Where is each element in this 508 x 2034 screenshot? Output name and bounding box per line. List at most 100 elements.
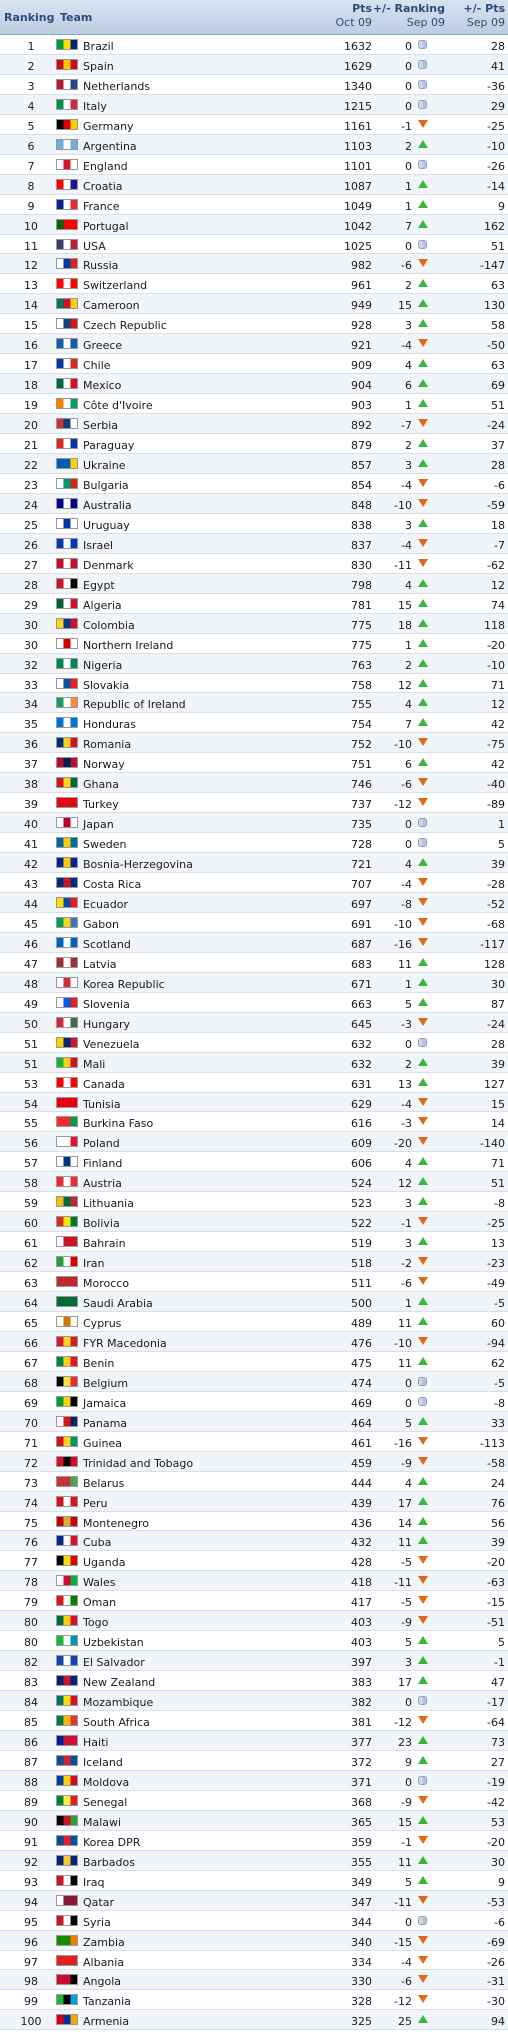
team-link[interactable]: Uruguay	[83, 518, 130, 532]
team-link[interactable]: Jamaica	[83, 1396, 127, 1410]
team-link[interactable]: Czech Republic	[83, 319, 167, 333]
team-link[interactable]: Russia	[83, 259, 119, 273]
team-link[interactable]: Honduras	[83, 718, 136, 732]
team-link[interactable]: Bulgaria	[83, 478, 129, 492]
team-link[interactable]: Egypt	[83, 578, 115, 592]
team-link[interactable]: South Africa	[83, 1716, 150, 1730]
team-link[interactable]: Senegal	[83, 1795, 128, 1809]
team-link[interactable]: Benin	[83, 1356, 115, 1370]
team-link[interactable]: Korea DPR	[83, 1835, 141, 1849]
team-link[interactable]: Bosnia-Herzegovina	[83, 858, 193, 872]
team-link[interactable]: Chile	[83, 359, 111, 373]
team-link[interactable]: Malawi	[83, 1815, 122, 1829]
team-link[interactable]: Tanzania	[83, 1995, 131, 2009]
team-link[interactable]: England	[83, 159, 128, 173]
team-link[interactable]: Ghana	[83, 778, 119, 792]
team-link[interactable]: New Zealand	[83, 1676, 156, 1690]
team-link[interactable]: Bolivia	[83, 1217, 120, 1231]
team-link[interactable]: France	[83, 199, 120, 213]
team-link[interactable]: Canada	[83, 1077, 125, 1091]
team-link[interactable]: Uzbekistan	[83, 1636, 144, 1650]
team-link[interactable]: Oman	[83, 1596, 117, 1610]
team-link[interactable]: Italy	[83, 99, 107, 113]
team-link[interactable]: Paraguay	[83, 439, 135, 453]
team-link[interactable]: Syria	[83, 1915, 111, 1929]
team-link[interactable]: Montenegro	[83, 1516, 150, 1530]
team-link[interactable]: Slovenia	[83, 997, 130, 1011]
team-link[interactable]: Ukraine	[83, 459, 126, 473]
team-link[interactable]: Zambia	[83, 1935, 125, 1949]
team-link[interactable]: Cyprus	[83, 1317, 122, 1330]
team-link[interactable]: Portugal	[83, 219, 129, 233]
team-link[interactable]: Peru	[83, 1496, 108, 1510]
team-link[interactable]: Ecuador	[83, 897, 128, 911]
team-link[interactable]: Finland	[83, 1157, 123, 1171]
header-ranking-change[interactable]: +/- Ranking	[372, 2, 445, 15]
team-link[interactable]: Romania	[83, 738, 132, 752]
header-ranking[interactable]: Ranking	[4, 11, 55, 24]
team-link[interactable]: Costa Rica	[83, 878, 142, 892]
team-link[interactable]: Denmark	[83, 558, 134, 572]
team-link[interactable]: Turkey	[83, 798, 119, 812]
team-link[interactable]: Algeria	[83, 598, 122, 612]
team-link[interactable]: Slovakia	[83, 678, 130, 692]
team-link[interactable]: Argentina	[83, 139, 137, 153]
team-link[interactable]: Armenia	[83, 2015, 130, 2029]
team-link[interactable]: Japan	[83, 818, 114, 832]
team-link[interactable]: Belgium	[83, 1376, 129, 1390]
team-link[interactable]: Angola	[83, 1975, 122, 1989]
team-link[interactable]: Wales	[83, 1576, 116, 1590]
team-link[interactable]: Mozambique	[83, 1696, 154, 1710]
team-link[interactable]: Saudi Arabia	[83, 1297, 153, 1311]
team-link[interactable]: Togo	[83, 1616, 109, 1630]
team-link[interactable]: Iraq	[83, 1875, 105, 1889]
team-link[interactable]: Greece	[83, 339, 123, 353]
team-link[interactable]: Moldova	[83, 1775, 130, 1789]
team-link[interactable]: Spain	[83, 59, 114, 73]
team-link[interactable]: Iceland	[83, 1755, 123, 1769]
team-link[interactable]: Belarus	[83, 1476, 125, 1490]
team-link[interactable]: Haiti	[83, 1736, 109, 1750]
team-link[interactable]: Venezuela	[83, 1037, 140, 1051]
team-link[interactable]: Korea Republic	[83, 977, 165, 991]
team-link[interactable]: Poland	[83, 1137, 120, 1151]
team-link[interactable]: Albania	[83, 1955, 125, 1969]
team-link[interactable]: Netherlands	[83, 79, 151, 93]
team-link[interactable]: Australia	[83, 498, 132, 512]
team-link[interactable]: Latvia	[83, 957, 117, 971]
team-link[interactable]: Serbia	[83, 419, 119, 433]
team-link[interactable]: Bahrain	[83, 1237, 126, 1251]
team-link[interactable]: Burkina Faso	[83, 1117, 154, 1131]
header-team[interactable]: Team	[60, 11, 93, 24]
team-link[interactable]: Sweden	[83, 838, 127, 852]
team-link[interactable]: Northern Ireland	[83, 638, 174, 652]
team-link[interactable]: Cameroon	[83, 299, 140, 313]
header-pts[interactable]: Pts	[352, 2, 372, 15]
team-link[interactable]: Germany	[83, 119, 134, 133]
team-link[interactable]: Panama	[83, 1416, 128, 1430]
team-link[interactable]: El Salvador	[83, 1656, 145, 1670]
team-link[interactable]: Uganda	[83, 1556, 126, 1570]
team-link[interactable]: Croatia	[83, 179, 123, 193]
team-link[interactable]: Israel	[83, 538, 114, 552]
team-link[interactable]: Lithuania	[83, 1197, 134, 1211]
team-link[interactable]: Trinidad and Tobago	[83, 1456, 194, 1470]
team-link[interactable]: Mali	[83, 1057, 106, 1071]
team-link[interactable]: Barbados	[83, 1855, 135, 1869]
team-link[interactable]: Republic of Ireland	[83, 698, 186, 712]
team-link[interactable]: USA	[83, 239, 106, 253]
team-link[interactable]: Brazil	[83, 40, 114, 53]
team-link[interactable]: Scotland	[83, 937, 131, 951]
team-link[interactable]: Mexico	[83, 379, 122, 393]
header-pts-change[interactable]: +/- Pts	[463, 2, 506, 15]
team-link[interactable]: Iran	[83, 1257, 105, 1271]
team-link[interactable]: Cuba	[83, 1536, 112, 1550]
team-link[interactable]: Gabon	[83, 917, 119, 931]
team-link[interactable]: Morocco	[83, 1277, 130, 1291]
team-link[interactable]: Switzerland	[83, 279, 148, 293]
team-link[interactable]: Austria	[83, 1177, 122, 1191]
team-link[interactable]: Hungary	[83, 1017, 130, 1031]
team-link[interactable]: Norway	[83, 758, 125, 772]
team-link[interactable]: Tunisia	[83, 1097, 121, 1111]
team-link[interactable]: Qatar	[83, 1895, 114, 1909]
